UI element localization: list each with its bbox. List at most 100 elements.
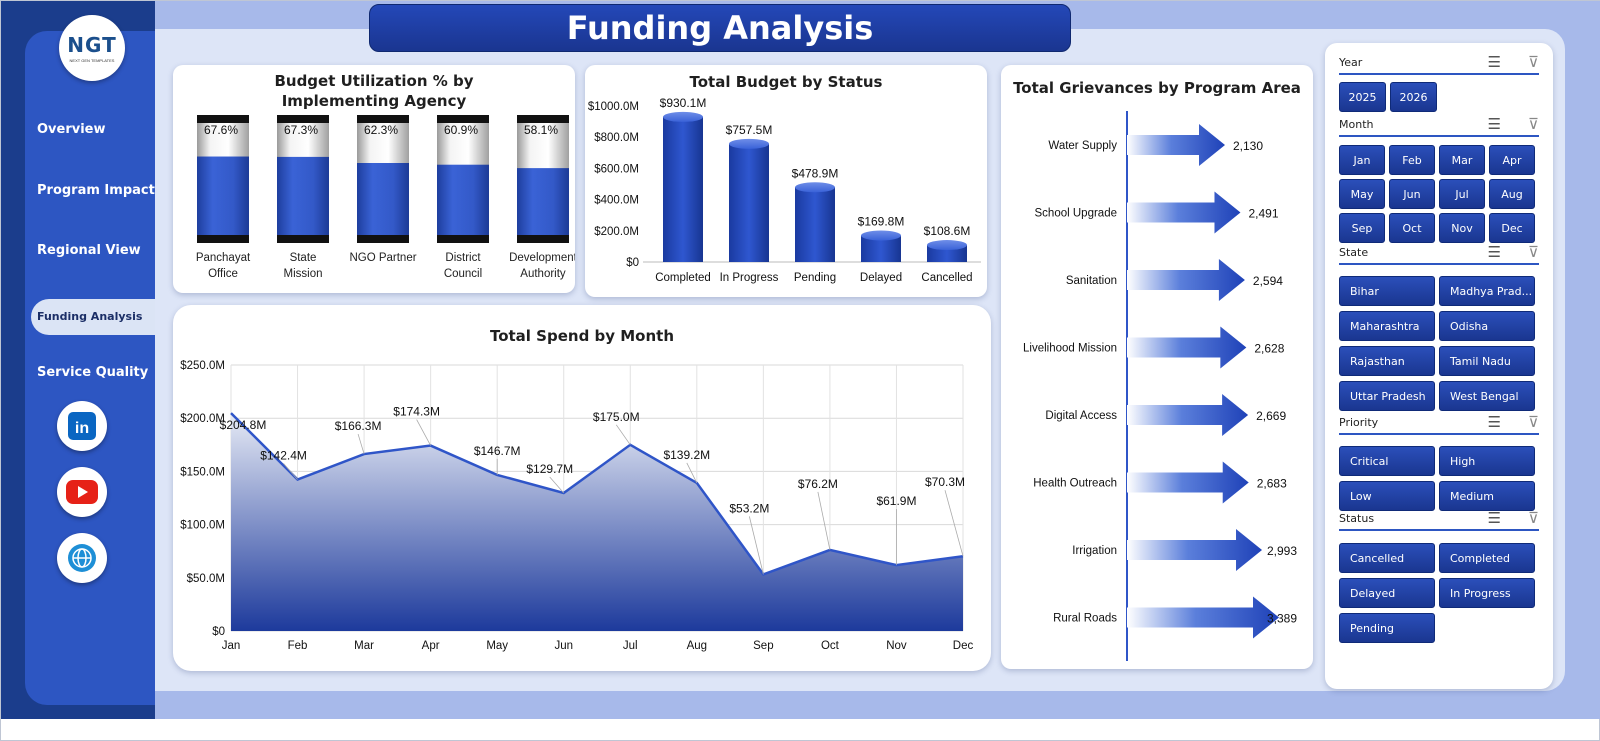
grievance-arrow — [1127, 124, 1225, 166]
slicer-option-priority[interactable]: High — [1439, 446, 1535, 476]
slicer-option-status[interactable]: Cancelled — [1339, 543, 1435, 573]
slicer-option-state[interactable]: Maharashtra — [1339, 311, 1435, 341]
nav-item-program-impact[interactable]: Program Impact — [37, 183, 155, 198]
slicer-option-state[interactable]: Odisha — [1439, 311, 1535, 341]
grievance-data-label: 2,130 — [1233, 139, 1263, 153]
util-cap-bottom — [437, 235, 489, 243]
spend-x-tick: Nov — [886, 640, 907, 652]
globe-icon[interactable] — [57, 533, 107, 583]
spend-data-label: $76.2M — [798, 477, 838, 491]
multi-select-icon[interactable]: ☰ — [1487, 414, 1501, 431]
slicer-option-month[interactable]: Feb — [1389, 145, 1435, 175]
nav-item-service-quality[interactable]: Service Quality — [37, 365, 149, 380]
slicer-header-month: Month ☰ ⊽ — [1339, 113, 1539, 137]
status-y-tick: $600.0M — [594, 163, 639, 175]
nav-item-overview[interactable]: Overview — [37, 122, 106, 137]
linkedin-icon[interactable]: in — [57, 401, 107, 451]
status-data-label: $169.8M — [858, 215, 905, 229]
status-category-label: Cancelled — [921, 272, 972, 284]
spend-y-tick: $0 — [212, 626, 225, 638]
budget-utilization-title: Budget Utilization % by Implementing Age… — [274, 72, 474, 110]
grievance-arrow — [1127, 529, 1263, 571]
slicer-option-month[interactable]: May — [1339, 179, 1385, 209]
status-data-label: $478.9M — [792, 166, 839, 180]
slicer-option-month[interactable]: Jul — [1439, 179, 1485, 209]
spend-x-tick: May — [486, 640, 508, 652]
spend-leader-line — [944, 490, 964, 557]
slicer-option-state[interactable]: Rajasthan — [1339, 346, 1435, 376]
slicer-option-state[interactable]: West Bengal — [1439, 381, 1535, 411]
slicer-option-status[interactable]: In Progress — [1439, 578, 1535, 608]
logo-text: NGT — [67, 33, 117, 57]
grievances-chart: Water Supply 2,130 School Upgrade 2,491 Sani… — [1023, 111, 1297, 661]
spend-line — [230, 412, 964, 576]
multi-select-icon[interactable]: ☰ — [1487, 116, 1501, 133]
slicer-option-state[interactable]: Madhya Prad... — [1439, 276, 1535, 306]
spend-x-tick: Dec — [953, 640, 974, 652]
slicer-option-state[interactable]: Uttar Pradesh — [1339, 381, 1435, 411]
slicer-option-month[interactable]: Jun — [1389, 179, 1435, 209]
clear-filter-icon[interactable]: ⊽ — [1528, 510, 1539, 527]
slicer-option-priority[interactable]: Medium — [1439, 481, 1535, 511]
slicer-label: Year — [1339, 56, 1363, 69]
sidebar-panel — [25, 31, 155, 705]
grievance-data-label: 2,993 — [1267, 544, 1297, 558]
nav-item-funding-analysis[interactable]: Funding Analysis — [31, 299, 155, 335]
slicer-option-state[interactable]: Bihar — [1339, 276, 1435, 306]
util-data-label: 58.1% — [524, 123, 558, 137]
util-bar — [517, 115, 569, 243]
budget-status-title: Total Budget by Status — [689, 73, 883, 91]
spend-leader-line — [416, 419, 431, 446]
util-cap-bottom — [197, 235, 249, 243]
spend-leader-line — [615, 424, 631, 446]
slicer-option-priority[interactable]: Low — [1339, 481, 1435, 511]
spend-data-label: $129.7M — [526, 462, 573, 476]
util-bar — [357, 115, 409, 243]
slicer-option-status[interactable]: Pending — [1339, 613, 1435, 643]
grievance-arrow — [1127, 596, 1279, 639]
spend-y-tick: $250.0M — [180, 360, 225, 372]
multi-select-icon[interactable]: ☰ — [1487, 54, 1501, 71]
multi-select-icon[interactable]: ☰ — [1487, 244, 1501, 261]
clear-filter-icon[interactable]: ⊽ — [1528, 414, 1539, 431]
spend-y-tick: $150.0M — [180, 466, 225, 478]
multi-select-icon[interactable]: ☰ — [1487, 510, 1501, 527]
slicer-option-month[interactable]: Apr — [1489, 145, 1535, 175]
util-bar — [197, 115, 249, 243]
grievances-title: Total Grievances by Program Area — [1013, 79, 1301, 97]
grievance-category-label: Water Supply — [1048, 140, 1117, 152]
slicer-option-year[interactable]: 2025 — [1339, 82, 1386, 112]
slicer-option-priority[interactable]: Critical — [1339, 446, 1435, 476]
slicer-option-month[interactable]: Oct — [1389, 213, 1435, 243]
slicer-option-state[interactable]: Tamil Nadu — [1439, 346, 1535, 376]
status-y-tick: $400.0M — [594, 195, 639, 207]
slicer-option-year[interactable]: 2026 — [1390, 82, 1437, 112]
util-data-label: 67.6% — [204, 123, 238, 137]
clear-filter-icon[interactable]: ⊽ — [1528, 116, 1539, 133]
slicer-option-month[interactable]: Jan — [1339, 145, 1385, 175]
nav-item-regional-view[interactable]: Regional View — [37, 243, 141, 258]
svg-text:in: in — [75, 420, 89, 437]
status-bar-top — [795, 182, 835, 193]
budget-status-card: Total Budget by Status $0 $200.0M $400.0M $… — [585, 65, 987, 297]
util-category-label: Mission — [284, 268, 323, 280]
grievance-category-label: School Upgrade — [1035, 208, 1117, 220]
grievance-arrow — [1127, 259, 1245, 301]
spend-leader-line — [283, 463, 298, 480]
clear-filter-icon[interactable]: ⊽ — [1528, 244, 1539, 261]
slicer-option-month[interactable]: Nov — [1439, 213, 1485, 243]
slicer-option-month[interactable]: Aug — [1489, 179, 1535, 209]
spend-y-tick: $50.0M — [187, 573, 225, 585]
spend-x-tick: Jan — [222, 640, 241, 652]
spend-leader-line — [817, 491, 831, 551]
util-category-label: NGO Partner — [349, 252, 416, 264]
youtube-icon[interactable] — [57, 467, 107, 517]
slicer-option-month[interactable]: Mar — [1439, 145, 1485, 175]
nav-item-label: Funding Analysis — [37, 310, 143, 323]
slicer-option-status[interactable]: Delayed — [1339, 578, 1435, 608]
clear-filter-icon[interactable]: ⊽ — [1528, 54, 1539, 71]
slicer-option-status[interactable]: Completed — [1439, 543, 1535, 573]
slicer-option-month[interactable]: Dec — [1489, 213, 1535, 243]
util-cap-top — [517, 115, 569, 123]
slicer-option-month[interactable]: Sep — [1339, 213, 1385, 243]
